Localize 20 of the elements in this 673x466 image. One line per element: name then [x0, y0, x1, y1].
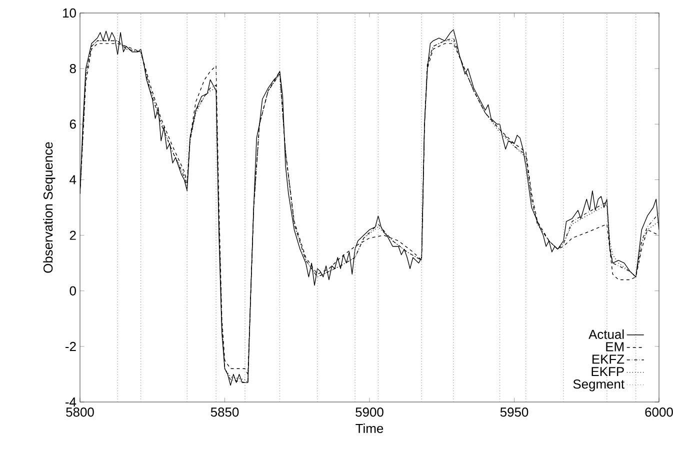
y-tick-label: 10 [63, 8, 76, 18]
y-axis-title: Observation Sequence [43, 142, 56, 273]
y-tick-label: 6 [70, 120, 76, 129]
y-tick-label: -2 [66, 342, 76, 351]
y-tick-label: 2 [70, 230, 76, 240]
x-tick-label: 5800 [66, 408, 94, 417]
y-tick-label: -4 [66, 398, 76, 406]
x-tick-label: 5950 [500, 408, 528, 417]
x-tick-label: 6000 [645, 408, 673, 417]
legend-label: EM [606, 342, 624, 352]
legend-label: EKFZ [592, 354, 624, 364]
x-tick-label: 5900 [356, 408, 384, 417]
y-tick-label: 8 [70, 64, 76, 74]
y-tick-label: 0 [70, 286, 76, 296]
legend-label: Segment [573, 379, 624, 392]
legend-label: EKFP [592, 367, 624, 376]
legend-label: Actual [588, 329, 624, 339]
x-tick-label: 5850 [210, 408, 239, 417]
x-axis-title: Time [356, 424, 384, 434]
y-tick-label: 4 [70, 175, 76, 184]
